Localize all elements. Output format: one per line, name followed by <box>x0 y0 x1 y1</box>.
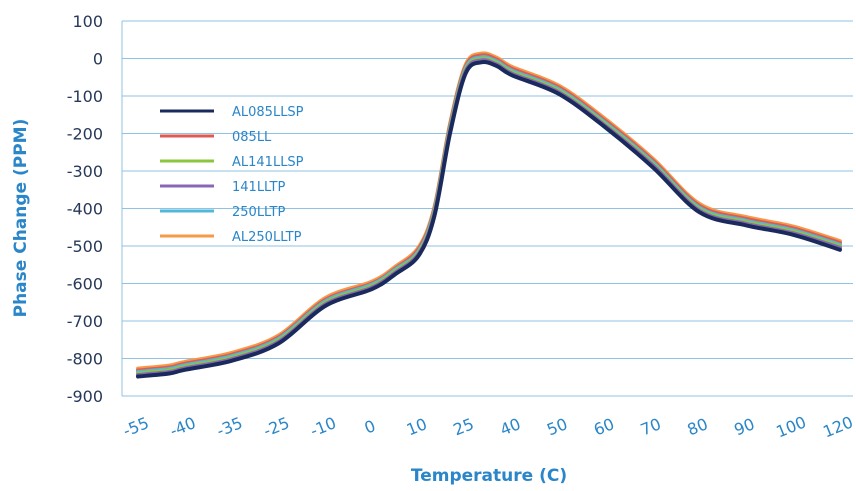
series-line-al085llsp <box>136 59 842 379</box>
x-tick-label: 120 <box>820 412 855 441</box>
x-tick-label: 70 <box>638 414 664 439</box>
y-axis-ticks: 100 0 -100 -200 -300 -400 -500 -600 -700 -800 -900 <box>67 12 103 406</box>
y-tick-label: -400 <box>67 200 103 219</box>
y-tick-label: -100 <box>67 87 103 106</box>
x-tick-label: 10 <box>404 414 430 439</box>
series-lines <box>136 51 842 379</box>
x-tick-label: -25 <box>261 413 292 440</box>
y-tick-label: -600 <box>67 275 103 294</box>
x-tick-label: 100 <box>773 412 808 441</box>
gridlines <box>121 20 853 397</box>
legend-label: AL141LLSP <box>232 155 304 170</box>
y-tick-label: 0 <box>93 50 103 69</box>
x-axis-ticks: -55 -40 -35 -25 -10 0 10 25 40 50 60 70 80 90 100 120 <box>120 412 855 441</box>
legend-label: 085LL <box>232 130 272 145</box>
legend-label: 141LLTP <box>232 180 285 195</box>
legend-label: AL085LLSP <box>232 105 304 120</box>
legend: AL085LLSP 085LL AL141LLSP 141LLTP 250LLTP AL2… <box>160 105 304 245</box>
legend-label: 250LLTP <box>232 205 285 220</box>
legend-label: AL250LLTP <box>232 230 302 245</box>
y-tick-label: -900 <box>67 387 103 406</box>
x-tick-label: 40 <box>497 414 523 439</box>
x-tick-label: -40 <box>167 413 198 440</box>
x-tick-label: -55 <box>120 413 151 440</box>
y-tick-label: -800 <box>67 350 103 369</box>
x-tick-label: 50 <box>544 414 570 439</box>
y-tick-label: -200 <box>67 125 103 144</box>
x-tick-label: 90 <box>731 414 757 439</box>
x-tick-label: 25 <box>451 414 477 439</box>
x-tick-label: -35 <box>214 413 245 440</box>
y-tick-label: 100 <box>72 12 103 31</box>
y-axis-title: Phase Change (PPM) <box>11 119 31 318</box>
y-tick-label: -500 <box>67 237 103 256</box>
x-tick-label: -10 <box>307 413 338 440</box>
x-axis-title: Temperature (C) <box>411 466 567 486</box>
y-tick-label: -300 <box>67 162 103 181</box>
y-tick-label: -700 <box>67 312 103 331</box>
x-tick-label: 0 <box>362 416 379 437</box>
x-tick-label: 60 <box>591 414 617 439</box>
x-tick-label: 80 <box>685 414 711 439</box>
